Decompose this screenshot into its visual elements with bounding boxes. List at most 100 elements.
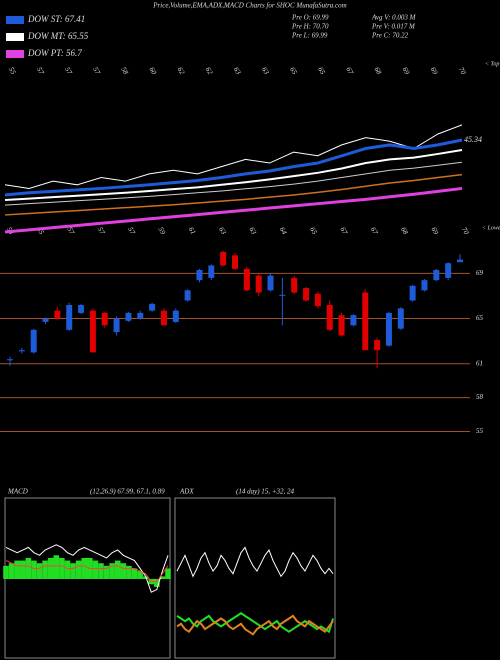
bottom-label: 57 — [66, 226, 77, 236]
histogram-bar — [165, 568, 171, 579]
histogram-bar — [126, 565, 132, 579]
histogram-bar — [75, 560, 82, 579]
y-tick-label: 69 — [476, 269, 484, 277]
top-note: < Top — [485, 61, 499, 67]
histogram-bar — [19, 560, 26, 579]
stat: Avg V: 0.003 M — [371, 14, 417, 22]
legend-swatch — [6, 16, 24, 24]
bottom-label: 63 — [217, 226, 228, 236]
candle-body — [457, 259, 463, 263]
histogram-bar — [47, 557, 54, 579]
candle-body — [267, 275, 274, 291]
histogram-bar — [53, 555, 60, 579]
histogram-bar — [81, 557, 87, 579]
panel-params: (12,26,9) 67.99, 67.1, 0.89 — [90, 488, 165, 496]
histogram-bar — [36, 563, 43, 579]
candle-body — [350, 315, 357, 326]
page-title: Price,Volume,EMA,ADX,MACD Charts for SHO… — [152, 2, 346, 10]
candle-body — [314, 293, 321, 307]
histogram-bar — [131, 568, 138, 579]
line-price — [4, 124, 463, 189]
candle-body — [374, 340, 381, 351]
y-tick-label: 58 — [476, 393, 484, 401]
histogram-bar — [159, 576, 166, 579]
histogram-bar — [3, 565, 9, 579]
bottom-label: 70 — [460, 226, 471, 236]
bottom-label: 64 — [278, 226, 289, 236]
histogram-bar — [59, 557, 65, 579]
candle-body — [433, 270, 440, 281]
candle-body — [160, 310, 167, 326]
histogram-bar — [98, 563, 104, 579]
line-macd — [5, 544, 169, 593]
candle-body — [66, 305, 73, 330]
legend-swatch — [6, 33, 24, 41]
histogram-bar — [137, 571, 143, 579]
top-label: 63 — [260, 66, 271, 76]
bottom-label: 68 — [399, 226, 410, 236]
top-label: 57 — [35, 66, 46, 76]
y-tick-label: 65 — [476, 314, 484, 322]
bottom-label: 57 — [96, 226, 107, 236]
histogram-bar — [109, 563, 115, 579]
top-label: 58 — [119, 66, 130, 76]
bottom-label: 67 — [339, 226, 350, 236]
bottom-label: 67 — [369, 226, 380, 236]
stat: Pre O: 69.99 — [291, 14, 329, 22]
histogram-bar — [92, 560, 99, 579]
panel-params: (14 day) 15, +32, 24 — [236, 488, 294, 496]
candle-body — [232, 255, 238, 269]
candle-body — [125, 312, 132, 321]
bottom-label: 69 — [430, 226, 441, 236]
top-label: 63 — [232, 66, 243, 76]
bottom-label: 63 — [248, 226, 259, 236]
histogram-bar — [25, 557, 32, 579]
top-label: 68 — [372, 66, 383, 76]
line-ema-pt — [4, 186, 463, 234]
histogram-bar — [14, 560, 20, 579]
legend-label: DOW MT: 65.55 — [27, 31, 89, 41]
bottom-label: 59 — [157, 226, 168, 236]
bottom-label: 65 — [308, 226, 319, 236]
top-label: 62 — [176, 66, 187, 76]
candle-body — [291, 277, 298, 293]
candle-body — [149, 303, 156, 311]
top-label: 60 — [147, 66, 158, 76]
line-ema-mid2 — [4, 161, 463, 206]
top-label: 67 — [344, 66, 355, 76]
histogram-bar — [154, 579, 160, 587]
candle-body — [78, 305, 85, 313]
candle-body — [184, 290, 191, 301]
candle-body — [30, 329, 37, 353]
candle-body — [279, 294, 286, 296]
top-label: 62 — [204, 66, 215, 76]
panel-title: MACD — [7, 488, 28, 496]
histogram-bar — [64, 560, 71, 579]
candle-body — [421, 280, 428, 291]
legend-label: DOW PT: 56.7 — [27, 48, 82, 58]
candle-body — [385, 312, 392, 346]
histogram-bar — [31, 560, 37, 579]
top-label: 65 — [288, 66, 299, 76]
candle-body — [303, 288, 310, 301]
candle-body — [113, 318, 120, 333]
candle-body — [137, 312, 144, 319]
candle-body — [89, 310, 96, 353]
top-label: 65 — [316, 66, 327, 76]
candle-body — [243, 268, 250, 291]
legend-swatch — [6, 50, 24, 58]
histogram-bar — [103, 565, 110, 579]
bottom-label: 61 — [187, 226, 197, 236]
legend-label: DOW ST: 67.41 — [27, 14, 85, 24]
histogram-bar — [114, 560, 121, 579]
value-label: 45.34 — [464, 135, 482, 144]
candle-body — [172, 310, 179, 322]
line--di — [176, 614, 334, 636]
line-ema-mid — [4, 148, 463, 202]
bottom-label: 55 — [35, 226, 46, 236]
bottom-note: < Lower — [482, 225, 500, 231]
line-ema-short — [4, 138, 463, 197]
panel-title: ADX — [179, 488, 194, 496]
candle-body — [7, 359, 13, 361]
